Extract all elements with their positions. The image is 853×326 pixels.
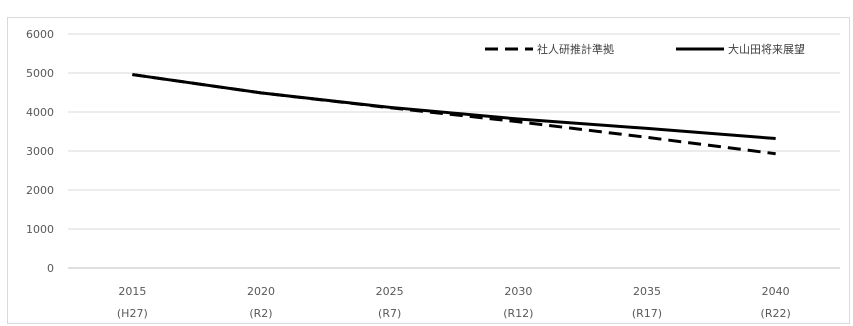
y-tick-label-1000: 1000 <box>26 223 54 236</box>
x-tick-label-2020: 2020 <box>247 285 275 298</box>
x-tick-label-2035: 2035 <box>633 285 661 298</box>
y-tick-label-6000: 6000 <box>26 28 54 41</box>
y-tick-label-2000: 2000 <box>26 184 54 197</box>
legend-label-2: 大山田将来展望 <box>728 42 805 56</box>
x-tick-sublabel-2040: (R22) <box>761 307 791 320</box>
x-tick-label-2015: 2015 <box>118 285 146 298</box>
x-tick-sublabel-2035: (R17) <box>632 307 662 320</box>
x-tick-sublabel-2025: (R7) <box>378 307 401 320</box>
legend-label-1: 社人研推計準拠 <box>537 42 614 56</box>
series-line-2 <box>132 73 776 141</box>
x-tick-sublabel-2015: (H27) <box>117 307 148 320</box>
x-tick-label-2025: 2025 <box>376 285 404 298</box>
y-tick-label-4000: 4000 <box>26 106 54 119</box>
chart-area: 0 1000 2000 3000 4000 5000 6000 2015 (H27) 2020 (… <box>7 17 850 324</box>
x-tick-sublabel-2020: (R2) <box>249 307 272 320</box>
x-tick-sublabel-2030: (R12) <box>503 307 533 320</box>
line-chart: 0 1000 2000 3000 4000 5000 6000 2015 (H27) 2020 (… <box>26 28 840 320</box>
x-tick-label-2040: 2040 <box>762 285 790 298</box>
y-tick-label-3000: 3000 <box>26 145 54 158</box>
x-tick-label-2030: 2030 <box>504 285 532 298</box>
y-tick-label-0: 0 <box>47 262 54 275</box>
y-tick-label-5000: 5000 <box>26 67 54 80</box>
